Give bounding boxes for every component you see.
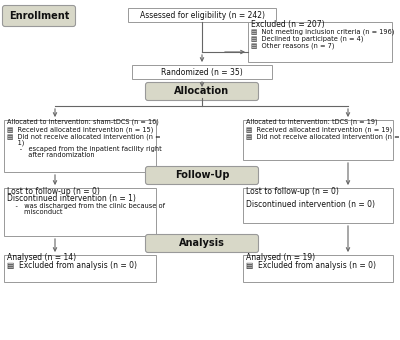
- Text: Allocation: Allocation: [174, 86, 230, 97]
- Text: -   was discharged from the clinic because of: - was discharged from the clinic because…: [7, 203, 165, 209]
- Text: ▤  Received allocated intervention (n = 19): ▤ Received allocated intervention (n = 1…: [246, 127, 392, 133]
- Bar: [243, 255, 393, 282]
- Bar: [248, 22, 392, 62]
- Text: Analysed (n = 19): Analysed (n = 19): [246, 254, 315, 262]
- Text: Analysis: Analysis: [179, 238, 225, 249]
- Text: Lost to follow-up (n = 0): Lost to follow-up (n = 0): [246, 187, 339, 196]
- FancyBboxPatch shape: [146, 167, 258, 185]
- Text: ▤  Declined to participate (n = 4): ▤ Declined to participate (n = 4): [251, 36, 364, 42]
- Text: ▤  Received allocated intervention (n = 15): ▤ Received allocated intervention (n = 1…: [7, 127, 153, 133]
- Text: ▤  Other reasons (n = 7): ▤ Other reasons (n = 7): [251, 43, 334, 49]
- FancyBboxPatch shape: [146, 235, 258, 253]
- Text: Randomized (n = 35): Randomized (n = 35): [161, 68, 243, 76]
- FancyBboxPatch shape: [146, 83, 258, 101]
- Text: Assessed for eligibility (n = 242): Assessed for eligibility (n = 242): [140, 11, 264, 19]
- Text: Follow-Up: Follow-Up: [175, 170, 229, 181]
- Text: after randomization: after randomization: [7, 152, 95, 158]
- Bar: [4, 255, 156, 282]
- Text: misconduct: misconduct: [7, 209, 62, 215]
- Text: ▤  Excluded from analysis (n = 0): ▤ Excluded from analysis (n = 0): [7, 261, 137, 271]
- Bar: [243, 188, 393, 223]
- Text: 1): 1): [7, 140, 24, 146]
- Text: ▤  Did not receive allocated intervention (n = 0): ▤ Did not receive allocated intervention…: [246, 134, 400, 140]
- Bar: [132, 65, 272, 79]
- Text: Excluded (n = 207): Excluded (n = 207): [251, 20, 325, 30]
- Bar: [4, 188, 156, 236]
- Text: Enrollment: Enrollment: [9, 11, 69, 21]
- Text: -   escaped from the inpatient facility right: - escaped from the inpatient facility ri…: [7, 146, 162, 152]
- Text: Analysed (n = 14): Analysed (n = 14): [7, 254, 76, 262]
- Text: Discontinued intervention (n = 1): Discontinued intervention (n = 1): [7, 194, 136, 204]
- Text: Lost to follow-up (n = 0): Lost to follow-up (n = 0): [7, 187, 100, 196]
- Text: Allocated to intervention: tDCS (n = 19): Allocated to intervention: tDCS (n = 19): [246, 119, 378, 125]
- Text: Discontinued intervention (n = 0): Discontinued intervention (n = 0): [246, 201, 375, 209]
- Bar: [128, 8, 276, 22]
- Bar: [4, 120, 156, 172]
- Text: ▤  Not meeting inclusion criteria (n = 196): ▤ Not meeting inclusion criteria (n = 19…: [251, 29, 394, 35]
- Text: ▤  Excluded from analysis (n = 0): ▤ Excluded from analysis (n = 0): [246, 261, 376, 271]
- Text: ▤  Did not receive allocated intervention (n =: ▤ Did not receive allocated intervention…: [7, 134, 161, 140]
- Text: Allocated to intervention: sham-tDCS (n = 16): Allocated to intervention: sham-tDCS (n …: [7, 119, 159, 125]
- Bar: [243, 120, 393, 160]
- FancyBboxPatch shape: [2, 5, 76, 27]
